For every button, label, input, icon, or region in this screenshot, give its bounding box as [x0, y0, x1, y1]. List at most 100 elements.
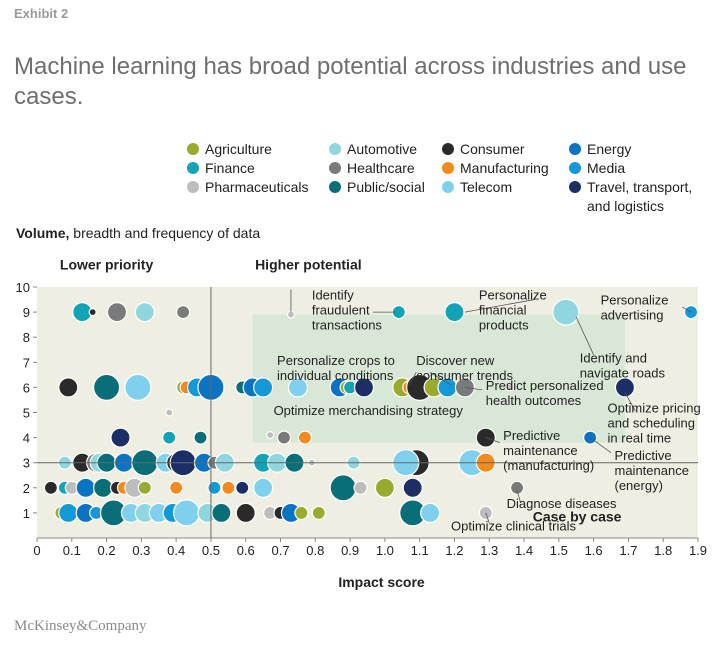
annotation-label: Optimize clinical trials: [451, 518, 576, 533]
x-tick-label: 1.8: [654, 543, 672, 558]
x-tick-label: 0.4: [167, 543, 185, 558]
annotation-line: navigate roads: [580, 365, 666, 380]
legend-swatch-agriculture: [187, 143, 199, 155]
annotation-line: products: [479, 318, 529, 333]
data-point: [235, 502, 256, 524]
annotation-leader-line: [429, 371, 452, 386]
data-point: [88, 308, 97, 317]
quadrant-label: Higher potential: [255, 256, 362, 272]
annotation-line: financial: [479, 303, 527, 318]
annotation-leader-line: [408, 372, 417, 386]
legend-swatch-finance: [187, 162, 199, 174]
legend-swatch-media: [569, 162, 581, 174]
annotation-label: Predictive maintenance (manufacturing): [503, 428, 594, 473]
data-point: [353, 480, 368, 495]
annotation-line: (energy): [615, 478, 663, 493]
annotation-leader-line: [516, 490, 521, 503]
y-tick-label: 10: [16, 280, 30, 295]
legend-label-healthcare: Healthcare: [347, 160, 415, 176]
legend-label-travel-line2: and logistics: [587, 198, 665, 214]
legend-swatch-energy: [569, 143, 581, 155]
data-point: [211, 502, 232, 524]
data-point: [253, 477, 274, 498]
data-point: [276, 430, 292, 445]
data-point: [134, 302, 155, 323]
annotation-label: Personalize financial products: [479, 288, 547, 333]
legend-label-finance: Finance: [205, 160, 255, 176]
annotation-line: Predict personalized: [486, 378, 604, 393]
legend-swatch-consumer: [442, 143, 454, 155]
legend-label-public-social: Public/social: [347, 179, 425, 195]
data-point: [374, 477, 395, 498]
legend-swatch-healthcare: [329, 162, 341, 174]
y-tick-label: 3: [23, 456, 30, 471]
annotation-line: (manufacturing): [503, 458, 594, 473]
annotation-line: consumer trends: [416, 368, 513, 383]
data-point: [506, 383, 515, 392]
x-tick-label: 1.6: [585, 543, 603, 558]
legend-swatch-pharmaceuticals: [187, 181, 199, 193]
annotation-line: Discover new: [416, 353, 495, 368]
annotation-leader-line: [589, 437, 612, 453]
annotation-line: advertising: [601, 308, 664, 323]
x-tick-label: 1.9: [689, 543, 707, 558]
exhibit-label: Exhibit 2: [14, 6, 69, 21]
data-point: [92, 477, 114, 498]
data-point: [444, 302, 465, 323]
annotation-label: Diagnose diseases: [507, 496, 617, 511]
data-point: [165, 408, 174, 417]
x-tick-label: 1.3: [480, 543, 498, 558]
data-point: [294, 505, 309, 521]
legend-label-manufacturing: Manufacturing: [460, 160, 549, 176]
annotation-line: Predictive: [615, 448, 672, 463]
chart-title: Machine learning has broad potential acr…: [14, 53, 687, 110]
data-point: [106, 302, 128, 323]
data-point: [221, 480, 236, 495]
data-point: [253, 377, 274, 398]
annotation-label: Optimize merchandising strategy: [274, 403, 464, 418]
data-point: [162, 430, 177, 445]
data-point: [172, 499, 201, 527]
y-tick-label: 9: [23, 305, 30, 320]
annotation-line: Identify and: [580, 350, 647, 365]
annotation-leader-line: [624, 392, 636, 412]
annotation-label: Personalize crops to individual condition…: [277, 353, 395, 383]
x-tick-label: 0.1: [63, 543, 81, 558]
data-point: [137, 480, 152, 495]
annotation-label: Identify fraudulent transactions: [312, 288, 383, 333]
annotation-line: transactions: [312, 318, 383, 333]
annotation-leader-line: [575, 316, 594, 355]
data-point: [353, 377, 375, 398]
x-tick-label: 0.7: [271, 543, 289, 558]
annotation-line: Identify: [312, 288, 354, 303]
annotation-leader-line: [485, 437, 500, 443]
y-tick-label: 5: [23, 406, 30, 421]
data-point: [509, 480, 525, 495]
legend-swatch-manufacturing: [442, 162, 454, 174]
data-point: [286, 310, 296, 319]
data-point: [124, 373, 152, 401]
y-axis-title: Volume, breadth and frequency of data: [16, 225, 260, 241]
annotation-line: Personalize: [601, 293, 669, 308]
legend-swatch-travel: [569, 181, 581, 193]
annotation-label: Optimize pricing and scheduling in real ti…: [608, 401, 701, 446]
quadrant-label: Case by case: [533, 509, 622, 525]
data-point: [265, 430, 275, 440]
x-tick-label: 0.2: [98, 543, 116, 558]
data-point: [92, 373, 121, 401]
legend-label-consumer: Consumer: [460, 141, 525, 157]
x-tick-label: 1.1: [411, 543, 429, 558]
data-point: [43, 480, 59, 495]
legend-swatch-automotive: [329, 143, 341, 155]
data-point: [311, 505, 326, 521]
higher-potential-region: [252, 314, 625, 443]
annotation-line: individual conditions: [277, 368, 394, 383]
annotation-line: Optimize merchandising strategy: [274, 403, 464, 418]
data-point: [329, 474, 357, 502]
x-tick-label: 1.5: [550, 543, 568, 558]
x-tick-label: 0.6: [237, 543, 255, 558]
x-tick-label: 1.0: [376, 543, 394, 558]
annotation-line: maintenance: [503, 443, 577, 458]
legend-label-media: Media: [587, 160, 626, 176]
annotation-line: health outcomes: [486, 393, 582, 408]
